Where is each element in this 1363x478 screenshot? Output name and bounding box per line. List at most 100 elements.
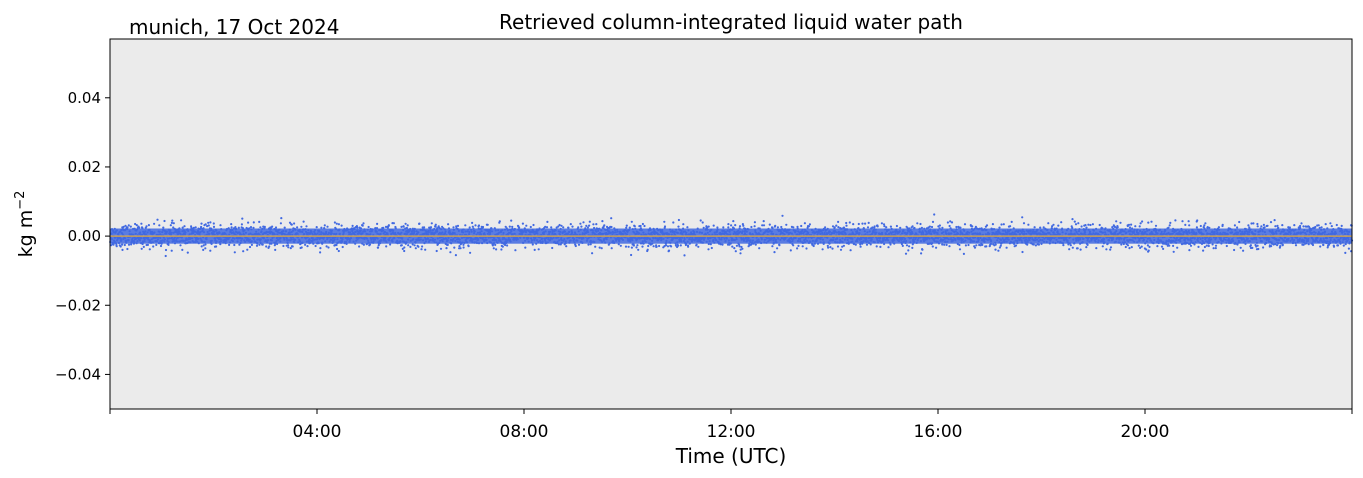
scatter-point — [962, 252, 966, 255]
scatter-point — [209, 249, 212, 252]
scatter-point — [710, 246, 713, 250]
scatter-point — [471, 225, 474, 228]
scatter-point — [258, 220, 261, 223]
scatter-point — [632, 244, 636, 247]
scatter-point — [801, 245, 804, 248]
scatter-point — [1032, 243, 1035, 246]
scatter-point — [1147, 249, 1150, 252]
scatter-point — [826, 244, 829, 247]
scatter-point — [1084, 224, 1087, 227]
scatter-point — [806, 226, 809, 229]
scatter-point — [928, 225, 932, 228]
scatter-point — [1009, 225, 1012, 228]
scatter-point — [943, 243, 946, 246]
scatter-point — [933, 213, 936, 216]
scatter-point — [146, 243, 149, 246]
scatter-point — [455, 225, 458, 228]
scatter-point — [233, 251, 236, 254]
scatter-point — [263, 225, 266, 228]
scatter-point — [340, 224, 343, 227]
scatter-point — [167, 243, 170, 246]
scatter-point — [734, 250, 737, 253]
scatter-point — [848, 221, 851, 224]
scatter-point — [200, 225, 203, 229]
scatter-point — [1168, 244, 1171, 247]
scatter-point — [1274, 225, 1277, 228]
scatter-point — [361, 224, 364, 227]
scatter-point — [439, 247, 443, 250]
scatter-point — [735, 244, 739, 247]
scatter-point — [1026, 243, 1029, 246]
scatter-point — [1109, 248, 1112, 251]
scatter-point — [1248, 226, 1251, 229]
scatter-point — [453, 246, 456, 249]
scatter-point — [140, 247, 143, 250]
scatter-point — [1021, 250, 1024, 254]
scatter-point — [402, 225, 405, 228]
scatter-point — [796, 247, 799, 250]
scatter-point — [677, 244, 680, 247]
scatter-point — [304, 243, 307, 246]
scatter-point — [1188, 224, 1191, 227]
scatter-point — [271, 225, 274, 228]
scatter-point — [1071, 226, 1074, 229]
scatter-point — [1002, 223, 1005, 226]
scatter-point — [230, 226, 233, 229]
scatter-point — [164, 248, 168, 252]
scatter-point — [836, 245, 840, 248]
scatter-point — [456, 224, 460, 227]
scatter-point — [524, 246, 527, 249]
scatter-point — [857, 222, 860, 226]
scatter-point — [429, 226, 433, 229]
scatter-point — [437, 225, 440, 228]
scatter-point — [506, 244, 509, 247]
scatter-point — [1080, 225, 1083, 228]
scatter-point — [738, 225, 742, 228]
scatter-point — [768, 223, 771, 226]
scatter-point — [414, 247, 417, 250]
scatter-point — [1250, 222, 1253, 225]
scatter-point — [325, 245, 328, 248]
scatter-point — [630, 220, 633, 223]
scatter-point — [1146, 244, 1149, 247]
scatter-point — [119, 245, 122, 248]
scatter-point — [494, 243, 497, 246]
scatter-point — [202, 248, 205, 251]
scatter-point — [624, 245, 628, 248]
scatter-point — [732, 220, 735, 223]
scatter-point — [1033, 226, 1036, 229]
scatter-point — [112, 243, 115, 246]
scatter-point — [1214, 244, 1218, 247]
scatter-point — [447, 223, 450, 226]
scatter-point — [258, 243, 261, 246]
scatter-point — [152, 245, 155, 248]
scatter-point — [595, 223, 598, 226]
scatter-point — [931, 220, 935, 223]
scatter-point — [647, 244, 650, 248]
scatter-point — [935, 246, 938, 249]
scatter-point — [333, 221, 336, 224]
scatter-point — [1263, 226, 1266, 229]
scatter-point — [1184, 223, 1187, 226]
scatter-point — [445, 247, 448, 250]
scatter-point — [1181, 220, 1184, 223]
scatter-point — [658, 244, 661, 248]
plot-area — [110, 39, 1352, 409]
scatter-point — [130, 243, 133, 246]
scatter-point — [140, 222, 143, 225]
scatter-point — [268, 245, 271, 248]
scatter-point — [162, 226, 165, 229]
scatter-point — [646, 248, 649, 251]
scatter-point — [492, 247, 495, 250]
scatter-point — [702, 226, 705, 229]
scatter-point — [633, 225, 636, 228]
scatter-point — [559, 243, 562, 246]
scatter-point — [911, 243, 914, 246]
scatter-point — [1042, 226, 1045, 229]
scatter-point — [1095, 247, 1098, 250]
scatter-point — [153, 222, 156, 225]
scatter-point — [916, 222, 919, 225]
scatter-point — [400, 244, 403, 247]
scatter-point — [215, 245, 218, 248]
scatter-point — [1079, 248, 1082, 251]
